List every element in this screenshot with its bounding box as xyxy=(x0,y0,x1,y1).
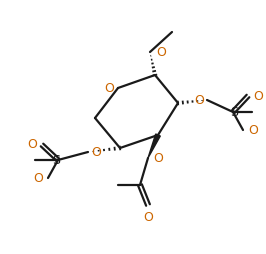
Text: O: O xyxy=(253,89,263,103)
Text: O: O xyxy=(104,82,114,94)
Text: O: O xyxy=(194,93,204,106)
Text: O: O xyxy=(33,171,43,184)
Text: O: O xyxy=(156,45,166,58)
Polygon shape xyxy=(148,134,160,158)
Text: S: S xyxy=(52,153,60,167)
Text: O: O xyxy=(143,211,153,224)
Text: O: O xyxy=(27,138,37,151)
Text: O: O xyxy=(248,123,258,136)
Text: O: O xyxy=(153,151,163,165)
Text: S: S xyxy=(230,105,238,119)
Text: O: O xyxy=(91,146,101,158)
